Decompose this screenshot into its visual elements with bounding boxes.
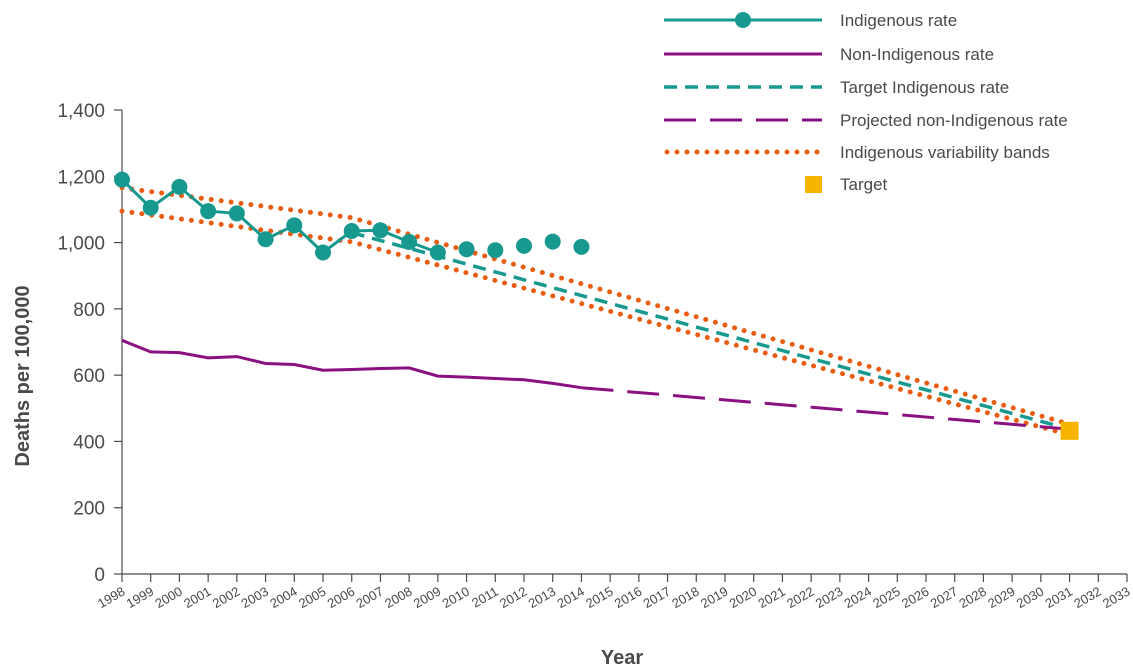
legend-label: Non-Indigenous rate [840,45,994,64]
indigenous-rate-point [372,222,389,239]
x-tick-label: 2009 [411,584,444,611]
indigenous-rate-point [257,231,274,248]
y-tick-label: 0 [94,565,105,586]
y-tick-label: 400 [73,432,105,453]
x-tick-label: 2003 [239,584,272,611]
legend-label: Target [840,175,888,194]
plot-area [114,171,1079,440]
x-tick-label: 2025 [870,584,903,611]
indigenous-rate-point [315,244,331,261]
x-tick-label: 2018 [669,584,702,611]
indigenous-rate-point [573,238,590,255]
y-axis-title: Deaths per 100,000 [12,285,34,466]
x-tick-label: 2005 [296,584,329,611]
legend-label: Projected non-Indigenous rate [840,111,1068,130]
x-tick-label: 2023 [813,584,846,611]
variability-band-line-1 [119,185,1073,427]
x-tick-label: 2012 [497,584,530,611]
indigenous-rate-point [228,205,245,222]
x-tick-label: 2007 [353,584,386,611]
x-tick-label: 2027 [928,584,961,611]
legend-marker-indigenous-rate [735,12,751,28]
legend-label: Indigenous rate [840,11,957,30]
y-tick-label: 600 [73,366,105,387]
indigenous-rate-point [429,244,446,261]
x-tick-label: 2024 [842,584,875,611]
y-axis: 0 200 400 600 800 1,000 1,200 1,400 [57,101,123,586]
legend-swatch-target [805,176,822,193]
projected-non-indigenous-rate-line [581,386,1070,431]
legend-label: Indigenous variability bands [840,143,1050,162]
x-tick-label: 2004 [267,584,300,611]
indigenous-rate-point [142,199,159,216]
y-tick-label: 200 [73,499,105,520]
x-tick-label: 2021 [755,584,788,611]
target-indigenous-rate-line [351,230,1071,431]
x-tick-label: 2000 [152,584,185,611]
indigenous-rate-line [120,178,439,255]
indigenous-rate-point [200,203,217,220]
x-tick-label: 2033 [1100,584,1133,611]
x-tick-label: 2006 [325,584,358,611]
x-axis: 1998199920002001200220032004200520062007… [95,573,1133,611]
legend: Indigenous rate Non-Indigenous rate Target… [664,11,1068,194]
x-tick-label: 1999 [124,584,157,611]
x-tick-label: 2030 [1014,584,1047,611]
x-tick-label: 1998 [95,584,128,611]
x-tick-label: 2001 [181,584,214,611]
x-tick-label: 2020 [727,584,760,611]
x-tick-label: 2014 [554,584,587,611]
legend-label: Target Indigenous rate [840,78,1009,97]
indigenous-rate-point [544,233,561,250]
indigenous-rate-point [114,171,130,188]
x-axis-title: Year [601,647,643,669]
x-tick-label: 2022 [784,584,817,611]
x-tick-label: 2010 [440,584,473,611]
y-tick-label: 800 [73,300,105,321]
x-tick-label: 2029 [985,584,1018,611]
x-tick-label: 2015 [583,584,616,611]
x-tick-label: 2002 [210,584,243,611]
non-indigenous-rate-line [121,338,582,390]
x-tick-label: 2019 [698,584,731,611]
x-tick-label: 2017 [641,584,674,611]
x-tick-label: 2032 [1071,584,1104,611]
indigenous-rate-point [458,241,475,258]
x-tick-label: 2031 [1043,584,1076,611]
x-tick-label: 2008 [382,584,415,611]
target-marker [1060,421,1079,440]
variability-band-line-2 [119,208,1073,438]
indigenous-rate-point [401,233,418,250]
y-tick-label: 1,400 [57,101,105,122]
x-tick-label: 2011 [469,584,501,611]
y-tick-label: 1,200 [57,167,105,188]
indigenous-rate-point [286,217,303,234]
y-tick-label: 1,000 [57,234,105,255]
x-tick-label: 2026 [899,584,932,611]
indigenous-rate-point [487,242,504,259]
indigenous-rate-point [343,222,360,239]
x-tick-label: 2016 [612,584,645,611]
indigenous-rate-point [171,178,188,195]
x-tick-label: 2028 [956,584,989,611]
indigenous-rate-point [516,237,532,254]
x-tick-label: 2013 [526,584,559,611]
